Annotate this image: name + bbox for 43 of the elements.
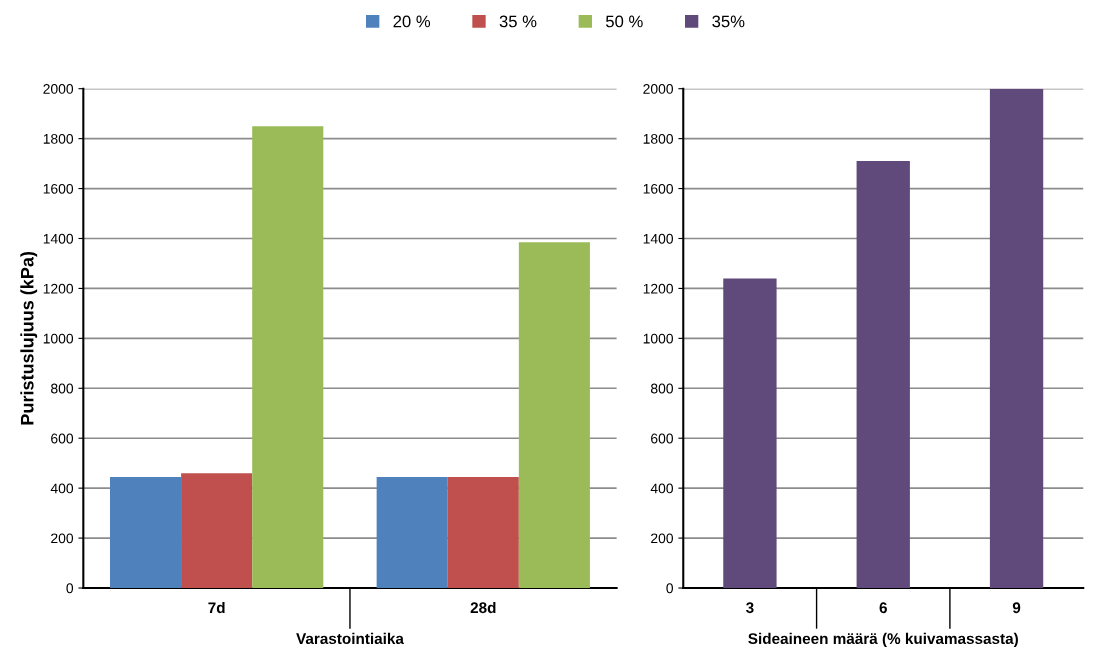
legend-label: 20 % xyxy=(393,15,431,28)
y-tick-label: 1200 xyxy=(43,283,74,294)
y-tick-label: 0 xyxy=(66,583,74,594)
y-tick-label: 1200 xyxy=(643,283,673,294)
legend-label: 35% xyxy=(712,15,745,28)
y-tick-label: 2000 xyxy=(43,84,74,94)
bar xyxy=(989,88,1044,589)
bar xyxy=(252,126,324,589)
y-tick-label: 1400 xyxy=(43,233,74,244)
bar xyxy=(181,473,253,589)
y-tick-label: 1600 xyxy=(643,183,673,194)
y-tick-label: 200 xyxy=(651,533,673,544)
y-tick-label: 2000 xyxy=(643,84,673,94)
x-axis-title: Varastointiaika xyxy=(296,632,404,645)
y-tick-label: 800 xyxy=(51,383,74,394)
y-tick-label: 1800 xyxy=(43,133,74,144)
x-axis-title: Sideaineen määrä (% kuivamassasta) xyxy=(748,632,1018,648)
y-tick-label: 200 xyxy=(51,533,74,544)
y-tick-label: 1800 xyxy=(643,133,673,144)
y-tick-label: 1000 xyxy=(643,333,673,344)
x-tick-label: 3 xyxy=(746,602,754,614)
legend-label: 35 % xyxy=(499,15,537,28)
bar xyxy=(856,161,910,589)
legend-label: 50 % xyxy=(605,15,643,28)
bar xyxy=(376,476,448,589)
bar xyxy=(447,476,519,589)
bar xyxy=(518,242,590,589)
x-tick-label: 6 xyxy=(879,602,887,614)
y-tick-label: 400 xyxy=(50,483,74,494)
y-tick-label: 0 xyxy=(666,583,673,594)
bar xyxy=(723,278,777,589)
y-tick-label: 600 xyxy=(651,433,673,444)
y-tick-label: 400 xyxy=(650,483,673,494)
y-tick-label: 1000 xyxy=(43,333,74,344)
y-tick-label: 1400 xyxy=(643,233,673,244)
y-tick-label: 600 xyxy=(51,433,74,444)
x-tick-label: 9 xyxy=(1012,602,1021,614)
bar xyxy=(109,476,182,589)
y-tick-label: 800 xyxy=(650,383,673,394)
x-tick-label: 28d xyxy=(470,601,496,614)
x-tick-label: 7d xyxy=(208,601,225,614)
y-axis-title: Puristuslujuus (kPa) xyxy=(20,251,38,425)
y-tick-label: 1600 xyxy=(43,183,74,194)
